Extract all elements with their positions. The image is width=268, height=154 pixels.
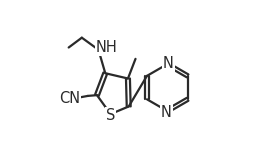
- Text: S: S: [106, 108, 115, 123]
- Text: N: N: [163, 56, 174, 71]
- Text: CN: CN: [59, 91, 80, 106]
- Text: NH: NH: [96, 40, 118, 55]
- Text: N: N: [161, 105, 172, 120]
